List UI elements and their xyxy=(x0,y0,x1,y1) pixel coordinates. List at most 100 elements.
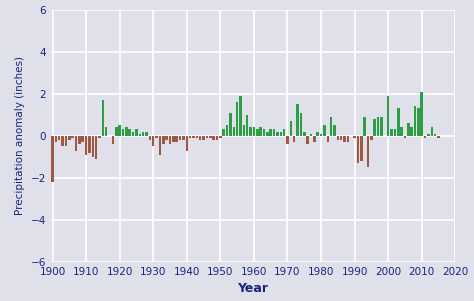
Bar xyxy=(249,127,252,136)
Bar xyxy=(115,127,118,136)
Bar xyxy=(51,136,54,182)
Bar xyxy=(175,136,178,142)
Bar xyxy=(233,127,235,136)
Bar xyxy=(377,117,379,136)
Bar xyxy=(370,136,373,140)
Bar xyxy=(199,136,201,140)
Bar xyxy=(155,136,158,138)
Bar xyxy=(239,96,242,136)
Bar xyxy=(269,129,272,136)
Bar xyxy=(340,136,342,140)
Bar xyxy=(407,123,410,136)
Bar xyxy=(185,136,188,150)
X-axis label: Year: Year xyxy=(237,282,269,296)
Bar xyxy=(387,96,390,136)
Bar xyxy=(256,129,258,136)
Bar xyxy=(310,134,312,136)
Bar xyxy=(58,136,61,140)
Bar xyxy=(320,134,322,136)
Bar xyxy=(360,136,363,161)
Bar xyxy=(327,136,329,142)
Bar xyxy=(276,132,279,136)
Bar xyxy=(82,136,84,142)
Bar xyxy=(380,117,383,136)
Bar xyxy=(88,136,91,153)
Bar xyxy=(165,136,168,140)
Bar xyxy=(98,136,101,138)
Bar xyxy=(337,136,339,140)
Bar xyxy=(192,136,195,138)
Bar xyxy=(125,127,128,136)
Bar xyxy=(343,136,346,142)
Bar xyxy=(135,129,137,136)
Bar xyxy=(222,129,225,136)
Bar xyxy=(390,129,393,136)
Bar xyxy=(438,136,440,138)
Bar xyxy=(313,136,316,142)
Bar xyxy=(64,136,67,146)
Bar xyxy=(72,136,74,138)
Bar xyxy=(420,92,423,136)
Bar xyxy=(357,136,359,163)
Bar xyxy=(159,136,161,155)
Bar xyxy=(317,132,319,136)
Bar xyxy=(414,106,416,136)
Bar xyxy=(101,100,104,136)
Bar xyxy=(353,136,356,138)
Bar xyxy=(296,104,299,136)
Bar xyxy=(283,129,285,136)
Bar xyxy=(138,134,141,136)
Bar xyxy=(226,125,228,136)
Bar xyxy=(105,127,108,136)
Bar xyxy=(286,136,289,144)
Bar xyxy=(172,136,174,142)
Bar xyxy=(323,125,326,136)
Bar xyxy=(219,136,222,138)
Bar xyxy=(236,102,238,136)
Bar xyxy=(266,132,269,136)
Bar xyxy=(417,108,419,136)
Bar xyxy=(434,134,437,136)
Bar xyxy=(128,129,131,136)
Bar xyxy=(189,136,191,138)
Bar xyxy=(404,136,406,138)
Bar xyxy=(55,136,57,142)
Bar xyxy=(424,136,427,138)
Bar xyxy=(330,117,332,136)
Bar xyxy=(122,129,124,136)
Bar xyxy=(61,136,64,146)
Bar xyxy=(364,117,366,136)
Bar xyxy=(393,129,396,136)
Y-axis label: Precipitation anomaly (inches): Precipitation anomaly (inches) xyxy=(15,56,25,215)
Bar xyxy=(346,136,349,142)
Bar xyxy=(91,136,94,157)
Bar xyxy=(85,136,87,155)
Bar xyxy=(206,136,208,138)
Bar xyxy=(333,125,336,136)
Bar xyxy=(367,136,369,167)
Bar xyxy=(145,132,148,136)
Bar xyxy=(427,134,430,136)
Bar xyxy=(202,136,205,140)
Bar xyxy=(229,113,232,136)
Bar xyxy=(410,127,413,136)
Bar xyxy=(68,136,71,140)
Bar xyxy=(112,136,114,144)
Bar xyxy=(401,127,403,136)
Bar xyxy=(78,136,81,144)
Bar xyxy=(263,129,265,136)
Bar xyxy=(95,136,97,159)
Bar xyxy=(212,136,215,140)
Bar xyxy=(216,136,218,140)
Bar xyxy=(182,136,185,140)
Bar xyxy=(142,132,145,136)
Bar xyxy=(430,127,433,136)
Bar xyxy=(169,136,171,144)
Bar xyxy=(243,125,245,136)
Bar xyxy=(280,132,282,136)
Bar xyxy=(374,119,376,136)
Bar xyxy=(209,136,211,138)
Bar xyxy=(303,132,306,136)
Bar xyxy=(259,127,262,136)
Bar xyxy=(132,132,134,136)
